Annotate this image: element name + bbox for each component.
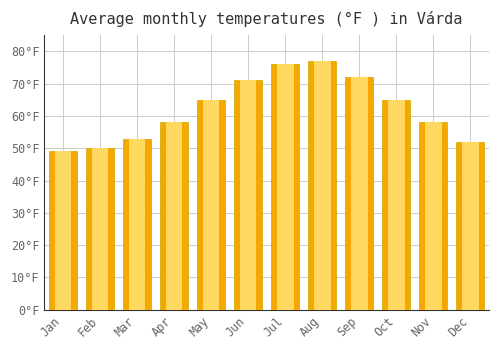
Bar xyxy=(86,148,114,310)
Bar xyxy=(388,100,404,310)
Bar xyxy=(346,77,373,310)
Bar xyxy=(49,152,77,310)
Bar xyxy=(382,100,410,310)
Bar xyxy=(420,122,447,310)
Bar xyxy=(123,139,151,310)
Bar xyxy=(197,100,225,310)
Bar xyxy=(272,64,299,310)
Bar xyxy=(277,64,293,310)
Bar xyxy=(462,142,478,310)
Bar xyxy=(314,61,330,310)
Bar xyxy=(54,152,72,310)
Bar xyxy=(351,77,368,310)
Bar xyxy=(456,142,484,310)
Bar xyxy=(234,80,262,310)
Title: Average monthly temperatures (°F ) in Várda: Average monthly temperatures (°F ) in Vá… xyxy=(70,11,463,27)
Bar xyxy=(128,139,146,310)
Bar xyxy=(92,148,108,310)
Bar xyxy=(308,61,336,310)
Bar xyxy=(425,122,442,310)
Bar xyxy=(203,100,220,310)
Bar xyxy=(166,122,182,310)
Bar xyxy=(240,80,256,310)
Bar xyxy=(160,122,188,310)
